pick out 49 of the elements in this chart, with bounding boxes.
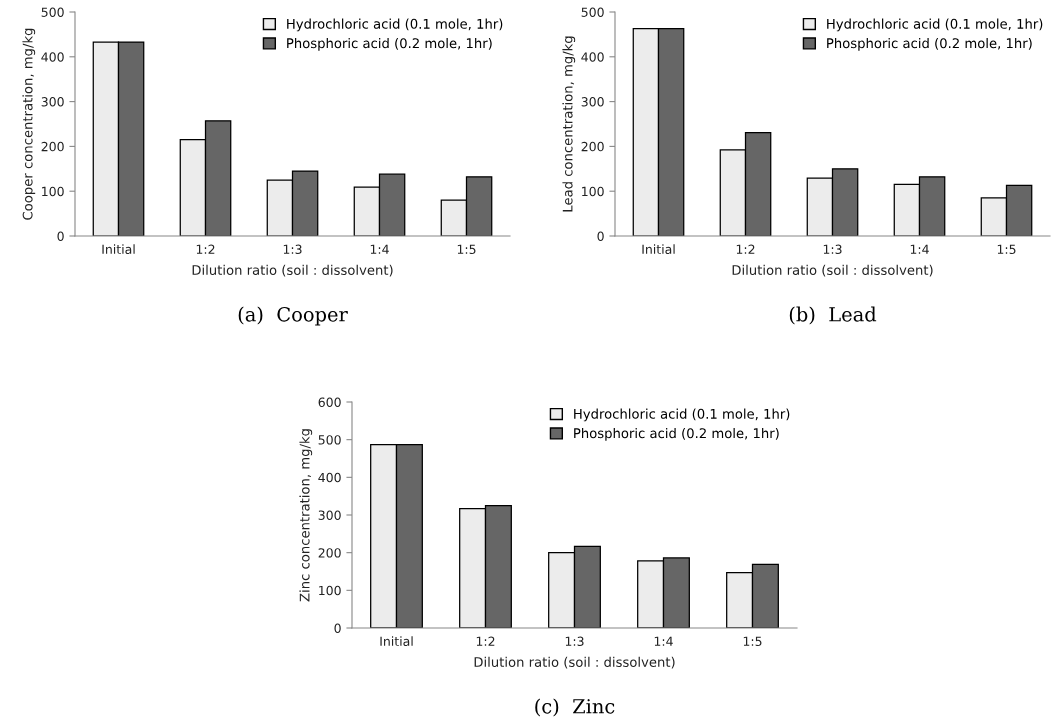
x-tick-label: 1:4 — [654, 636, 673, 646]
x-tick-label: Initial — [102, 244, 135, 255]
y-axis-title: Cooper concentration, mg/kg — [22, 28, 36, 220]
y-tick-label: 200 — [318, 548, 341, 558]
y-tick-label: 600 — [318, 397, 341, 407]
y-tick-label: 100 — [319, 585, 341, 596]
legend-label: Phosphoric acid (0.2 mole, 1hr) — [827, 37, 1032, 51]
x-tick-label: Initial — [380, 636, 413, 647]
y-tick-label: 400 — [318, 472, 341, 483]
y-tick-label: 500 — [41, 7, 64, 17]
x-tick-label: 1:3 — [823, 244, 842, 255]
y-axis-title: Lead concentration, mg/kg — [562, 36, 576, 212]
text: (b) Lead — [789, 306, 877, 325]
x-tick-label: Initial — [642, 244, 675, 255]
x-tick-label: 1:2 — [736, 244, 755, 254]
y-tick-label: 100 — [582, 186, 604, 197]
x-axis-title: Dilution ratio (soil : dissolvent) — [192, 264, 393, 277]
x-tick-label: 1:4 — [370, 244, 389, 254]
x-tick-label: 1:3 — [565, 636, 584, 647]
y-tick-label: 300 — [41, 97, 64, 107]
legend-label: Hydrochloric acid (0.1 mole, 1hr) — [574, 408, 790, 422]
legend-label: Phosphoric acid (0.2 mole, 1hr) — [287, 37, 492, 51]
y-tick-label: 100 — [42, 186, 64, 197]
legend-label: Hydrochloric acid (0.1 mole, 1hr) — [827, 18, 1043, 32]
y-tick-label: 300 — [581, 97, 604, 107]
y-tick-label: 500 — [581, 7, 604, 17]
x-axis-title: Dilution ratio (soil : dissolvent) — [474, 656, 675, 669]
x-tick-label: 1:3 — [283, 244, 302, 255]
x-tick-label: 1:4 — [910, 244, 929, 254]
y-axis-title: Zinc concentration, mg/kg — [299, 429, 313, 602]
text: (a) Cooper — [238, 306, 348, 326]
x-tick-label: 1:2 — [196, 244, 215, 254]
x-tick-label: 1:5 — [457, 244, 476, 255]
y-tick-label: 200 — [581, 141, 604, 152]
y-tick-label: 200 — [41, 141, 64, 152]
legend-label: Hydrochloric acid (0.1 mole, 1hr) — [287, 18, 503, 32]
y-tick-label: 300 — [318, 510, 341, 520]
y-tick-label: 0 — [597, 231, 604, 241]
x-tick-label: 1:2 — [476, 636, 495, 646]
y-tick-label: 400 — [41, 52, 64, 62]
y-tick-label: 400 — [581, 52, 604, 62]
x-tick-label: 1:5 — [997, 244, 1016, 255]
y-tick-label: 0 — [57, 231, 64, 241]
y-tick-label: 500 — [318, 435, 341, 445]
y-tick-label: 0 — [334, 623, 341, 633]
legend-label: Phosphoric acid (0.2 mole, 1hr) — [574, 427, 779, 441]
x-tick-label: 1:5 — [743, 636, 762, 647]
text: (c) Zinc — [535, 698, 615, 717]
x-axis-title: Dilution ratio (soil : dissolvent) — [732, 264, 933, 277]
